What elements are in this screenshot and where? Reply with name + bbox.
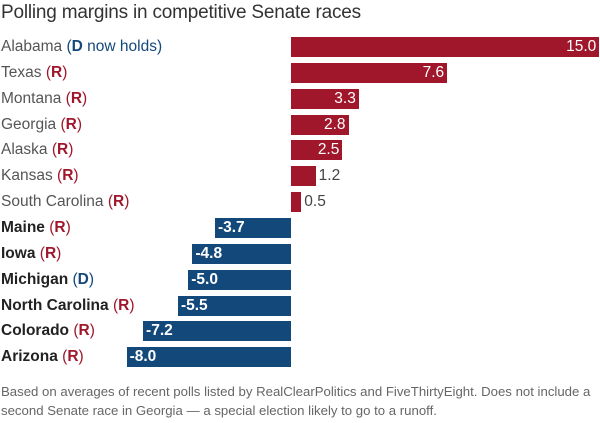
state-name: Arizona [1,348,63,366]
bar-chart: Alabama (D now holds) 15.0 Texas (R) 7.6 Mon… [1,37,600,368]
chart-title: Polling margins in competitive Senate ra… [1,2,361,23]
footnote: Based on averages of recent polls listed… [1,384,591,418]
party-tag: (R) [112,296,135,314]
party-tag: (R) [62,348,84,366]
value-label: -5.5 [180,296,208,314]
state-name: Kansas [1,167,58,185]
party-tag: (R) [73,322,95,340]
bar [291,114,349,135]
value-label: -4.8 [195,244,223,262]
party-letter: D [71,38,83,55]
bar [291,37,600,57]
party-letter: R [54,218,66,236]
bar [291,62,448,83]
state-name: Iowa [1,244,40,262]
party-tag: (R) [39,244,62,262]
bar [126,347,291,368]
state-name: Georgia [1,115,61,133]
party-note: now holds [82,38,157,55]
category-label: Georgia (R) [1,115,82,135]
party-letter: R [57,141,69,159]
party-tag: (D now holds) [66,38,163,55]
party-letter: R [118,296,130,314]
category-label: North Carolina (R) [1,296,135,316]
state-name: Maine [1,218,50,236]
value-label: 2.5 [317,141,340,159]
party-tag: (R) [45,63,68,81]
category-label: South Carolina (R) [1,192,129,212]
value-label: 3.3 [334,89,356,107]
party-tag: (R) [49,218,71,236]
category-label: Kansas (R) [1,166,79,186]
category-label: Alaska (R) [1,140,73,160]
bar [188,269,291,290]
category-label: Colorado (R) [1,321,95,341]
party-letter: R [65,115,77,133]
bar [291,166,316,187]
party-letter: R [113,193,125,211]
value-label: -7.2 [146,322,173,340]
party-tag: (R) [65,89,88,107]
party-tag: (D) [72,270,95,288]
state-name: Colorado [1,322,74,340]
state-name: North Carolina [1,296,113,314]
bar [143,321,291,342]
value-label: -3.7 [217,218,245,236]
party-tag: (R) [60,115,82,133]
state-name: Montana [1,89,66,107]
state-name: Alabama [1,38,67,55]
bar [291,140,343,161]
value-label: 0.5 [304,193,326,211]
party-letter: R [62,167,74,185]
party-letter: R [44,244,57,262]
value-label: 7.6 [422,63,445,81]
category-label: Iowa (R) [1,244,61,264]
party-letter: R [50,63,63,81]
category-label: Michigan (D) [1,270,94,290]
value-label: -8.0 [129,348,157,366]
bar [291,192,302,213]
bar [192,243,291,264]
party-letter: R [67,348,79,366]
value-label: 2.8 [323,115,346,133]
value-label: 15.0 [566,38,597,55]
party-tag: (R) [107,193,130,211]
bar [177,295,291,316]
category-label: Texas (R) [1,63,67,83]
value-label: -5.0 [191,270,218,288]
state-name: Michigan [1,270,73,288]
category-label: Arizona (R) [1,347,84,367]
party-letter: R [70,89,83,107]
state-name: Alaska [1,141,52,159]
state-name: Texas [1,63,46,81]
bar [214,217,291,238]
bar [291,88,359,109]
category-label: Maine (R) [1,218,71,238]
party-letter: D [77,270,89,288]
party-tag: (R) [51,141,74,159]
party-tag: (R) [57,167,79,185]
category-label: Alabama (D now holds) [1,37,162,57]
party-letter: R [78,322,90,340]
value-label: 1.2 [318,167,341,185]
category-label: Montana (R) [1,89,87,109]
state-name: South Carolina [1,193,108,211]
